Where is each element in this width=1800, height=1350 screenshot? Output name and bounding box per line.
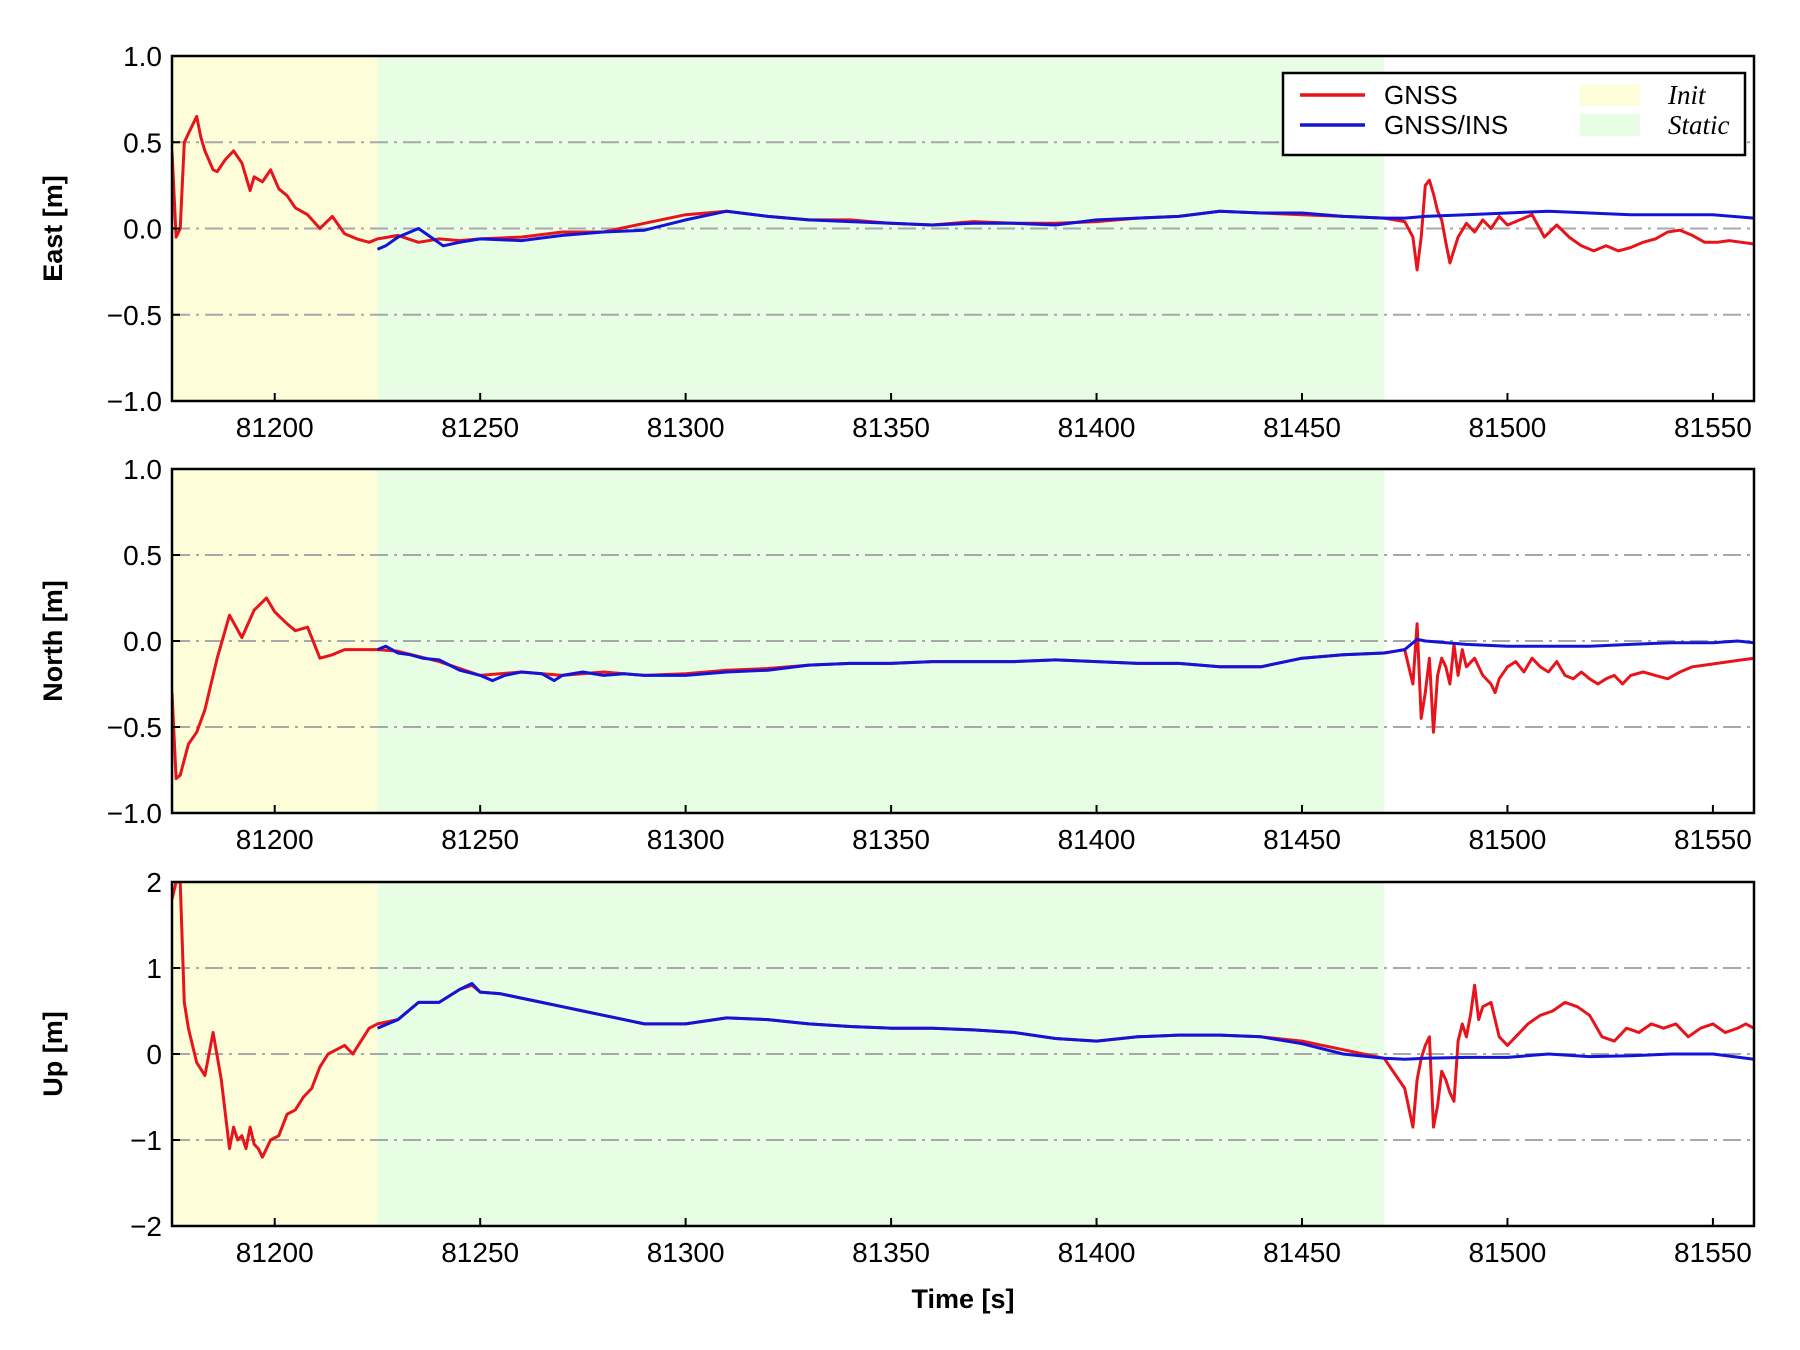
x-tick-label: 81500 <box>1469 1237 1547 1268</box>
series-line-gnss-ins <box>376 982 1754 1061</box>
x-tick-label: 81450 <box>1263 412 1341 443</box>
x-tick-label: 81550 <box>1674 824 1752 855</box>
x-tick-label: 81450 <box>1263 1237 1341 1268</box>
x-tick-label: 81400 <box>1058 1237 1136 1268</box>
x-tick-label: 81450 <box>1263 824 1341 855</box>
panel-2: −1.0 −0.5 0.0 0.5 1.0 81200 81250 81300 81350 814… <box>38 454 1756 855</box>
x-tick-label: 81250 <box>441 1237 519 1268</box>
y-tick-label: 0.5 <box>123 127 162 158</box>
x-tick-label: 81300 <box>647 412 725 443</box>
y-tick-label: 1.0 <box>123 454 162 485</box>
y-tick-label: 1 <box>146 953 162 984</box>
panel-1: −1.0 −0.5 0.0 0.5 1.0 81200 81250 81300 81350 814… <box>38 41 1756 443</box>
y-tick-label: −2 <box>130 1211 162 1242</box>
x-tick-label: 81350 <box>852 412 930 443</box>
legend-box <box>1281 71 1747 157</box>
y-tick-label: 0.5 <box>123 540 162 571</box>
legend-label: GNSS <box>1384 80 1458 110</box>
series-line-gnss-ins <box>376 209 1754 251</box>
x-tick-label: 81250 <box>441 824 519 855</box>
x-tick-label: 81200 <box>236 1237 314 1268</box>
x-axis-title: Time [s] <box>911 1284 1014 1314</box>
legend-label: Static <box>1668 110 1730 140</box>
panel-3: −2 −1 0 1 2 81200 81250 81300 81350 81400 81450 815… <box>38 867 1756 1268</box>
legend-swatch-init <box>1580 84 1640 106</box>
x-tick-label: 81550 <box>1674 412 1752 443</box>
y-tick-label: −1 <box>130 1125 162 1156</box>
x-tick-label: 81200 <box>236 824 314 855</box>
x-tick-label: 81350 <box>852 824 930 855</box>
y-axis-title: Up [m] <box>38 1011 68 1096</box>
y-tick-label: 2 <box>146 867 162 898</box>
y-tick-label: 1.0 <box>123 41 162 72</box>
legend-label: GNSS/INS <box>1384 110 1508 140</box>
y-tick-label: −0.5 <box>107 712 162 743</box>
x-tick-label: 81400 <box>1058 412 1136 443</box>
y-tick-label: −1.0 <box>107 798 162 829</box>
legend-swatch-static <box>1580 114 1640 136</box>
y-axis-title: North [m] <box>38 580 68 701</box>
series-line-gnss-ins <box>376 637 1754 683</box>
y-tick-label: 0 <box>146 1039 162 1070</box>
y-tick-label: 0.0 <box>123 214 162 245</box>
x-tick-label: 81500 <box>1469 824 1547 855</box>
y-axis-title: East [m] <box>38 175 68 282</box>
x-tick-label: 81500 <box>1469 412 1547 443</box>
x-tick-label: 81300 <box>647 1237 725 1268</box>
y-tick-label: −1.0 <box>107 386 162 417</box>
x-tick-label: 81200 <box>236 412 314 443</box>
y-tick-label: 0.0 <box>123 626 162 657</box>
x-tick-label: 81400 <box>1058 824 1136 855</box>
x-tick-label: 81350 <box>852 1237 930 1268</box>
x-tick-label: 81300 <box>647 824 725 855</box>
x-tick-label: 81250 <box>441 412 519 443</box>
x-tick-label: 81550 <box>1674 1237 1752 1268</box>
legend-label: Init <box>1667 80 1707 110</box>
y-tick-label: −0.5 <box>107 300 162 331</box>
